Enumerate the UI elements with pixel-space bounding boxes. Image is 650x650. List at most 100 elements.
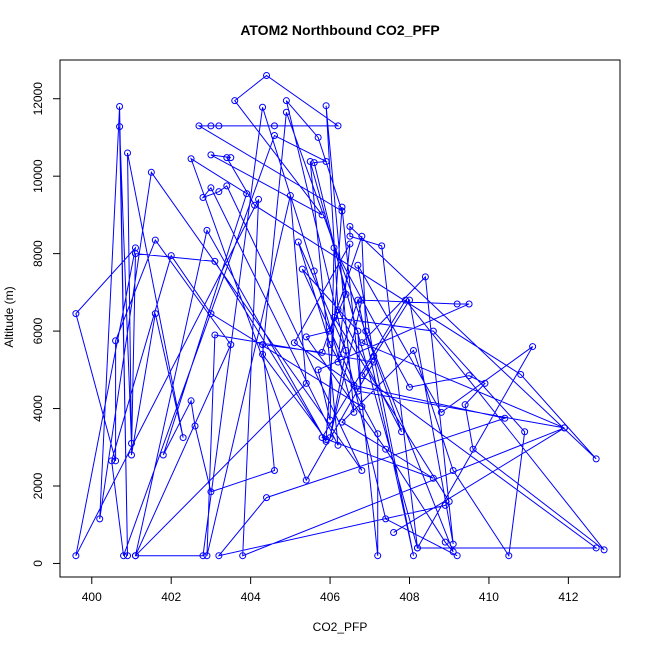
data-point — [120, 552, 128, 560]
data-point — [409, 346, 417, 354]
data-point — [124, 552, 132, 560]
x-tick-label: 404 — [241, 590, 261, 604]
data-point — [465, 300, 473, 308]
data-point — [191, 422, 199, 430]
data-point — [358, 403, 366, 411]
data-point — [195, 122, 203, 130]
data-point — [310, 267, 318, 275]
data-point — [211, 331, 219, 339]
data-point — [560, 424, 568, 432]
data-point — [318, 348, 326, 356]
data-point — [270, 122, 278, 130]
data-point — [112, 337, 120, 345]
data-point — [112, 457, 120, 465]
data-point — [215, 188, 223, 196]
data-point — [437, 408, 445, 416]
data-point — [374, 430, 382, 438]
data-point — [199, 193, 207, 201]
data-point — [207, 488, 215, 496]
data-point — [207, 151, 215, 159]
data-point — [374, 552, 382, 560]
data-point — [382, 515, 390, 523]
data-point — [243, 190, 251, 198]
data-point — [338, 203, 346, 211]
data-point — [96, 515, 104, 523]
data-point — [505, 552, 513, 560]
data-point — [330, 314, 338, 322]
data-point — [147, 168, 155, 176]
data-point — [211, 257, 219, 265]
data-point — [358, 339, 366, 347]
data-point — [453, 300, 461, 308]
data-point — [449, 467, 457, 475]
data-point — [227, 341, 235, 349]
data-point — [127, 439, 135, 447]
data-point — [207, 184, 215, 192]
data-point — [215, 552, 223, 560]
series-line — [75, 74, 605, 558]
data-point — [326, 341, 334, 349]
data-point — [465, 372, 473, 380]
data-point — [223, 154, 231, 162]
data-point — [302, 379, 310, 387]
data-point — [342, 290, 350, 298]
data-point — [314, 133, 322, 141]
x-axis-label: CO2_PFP — [313, 620, 368, 634]
data-point — [199, 552, 207, 560]
data-point — [449, 540, 457, 548]
data-point — [322, 436, 330, 444]
data-point — [358, 232, 366, 240]
data-point — [187, 155, 195, 163]
data-point — [203, 552, 211, 560]
data-point — [441, 538, 449, 546]
data-point — [318, 434, 326, 442]
data-point — [517, 370, 525, 378]
x-tick-label: 408 — [399, 590, 419, 604]
data-point — [290, 339, 298, 347]
x-tick-label: 412 — [558, 590, 578, 604]
data-point — [207, 122, 215, 130]
data-point — [314, 366, 322, 374]
data-point — [131, 244, 139, 252]
data-point — [227, 154, 235, 162]
data-point — [334, 122, 342, 130]
data-point — [338, 207, 346, 215]
y-tick-label: 12000 — [31, 82, 45, 116]
data-point — [255, 195, 263, 203]
data-point — [310, 159, 318, 167]
data-point — [592, 544, 600, 552]
data-point — [322, 157, 330, 165]
data-point — [441, 501, 449, 509]
data-point — [159, 451, 167, 459]
data-point — [406, 296, 414, 304]
data-point — [449, 548, 457, 556]
data-point — [346, 223, 354, 231]
data-point — [501, 414, 509, 422]
data-point — [322, 102, 330, 110]
data-point — [334, 358, 342, 366]
chart-title: ATOM2 Northbound CO2_PFP — [240, 22, 439, 38]
data-point — [116, 123, 124, 131]
data-point — [338, 418, 346, 426]
data-point — [409, 552, 417, 560]
data-point — [270, 132, 278, 140]
data-point — [350, 381, 358, 389]
data-point — [322, 437, 330, 445]
data-point — [151, 236, 159, 244]
data-point — [127, 451, 135, 459]
data-point — [306, 157, 314, 165]
data-point — [390, 528, 398, 536]
data-point — [116, 102, 124, 110]
data-point — [429, 327, 437, 335]
data-point — [358, 372, 366, 380]
data-point — [354, 296, 362, 304]
data-point — [223, 182, 231, 190]
y-tick-label: 4000 — [31, 395, 45, 422]
data-point — [108, 457, 116, 465]
data-point — [294, 238, 302, 246]
data-point — [187, 397, 195, 405]
data-point — [354, 387, 362, 395]
data-point — [239, 552, 247, 560]
data-point — [350, 408, 358, 416]
